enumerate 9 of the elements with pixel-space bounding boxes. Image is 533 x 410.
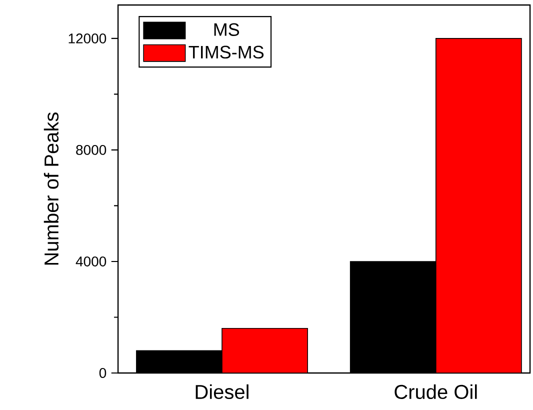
y-tick-label: 12000 xyxy=(68,34,106,44)
legend-label: TIMS-MS xyxy=(188,46,264,59)
x-tick-label: Diesel xyxy=(196,384,248,400)
y-tick-label: 8000 xyxy=(76,145,106,155)
y-tick-label: 4000 xyxy=(76,256,106,266)
y-tick-label: 0 xyxy=(99,368,106,378)
legend-label: MS xyxy=(214,23,240,36)
x-tick-label: Crude Oil xyxy=(394,384,477,400)
y-axis-title: Number of Peaks xyxy=(44,112,59,265)
